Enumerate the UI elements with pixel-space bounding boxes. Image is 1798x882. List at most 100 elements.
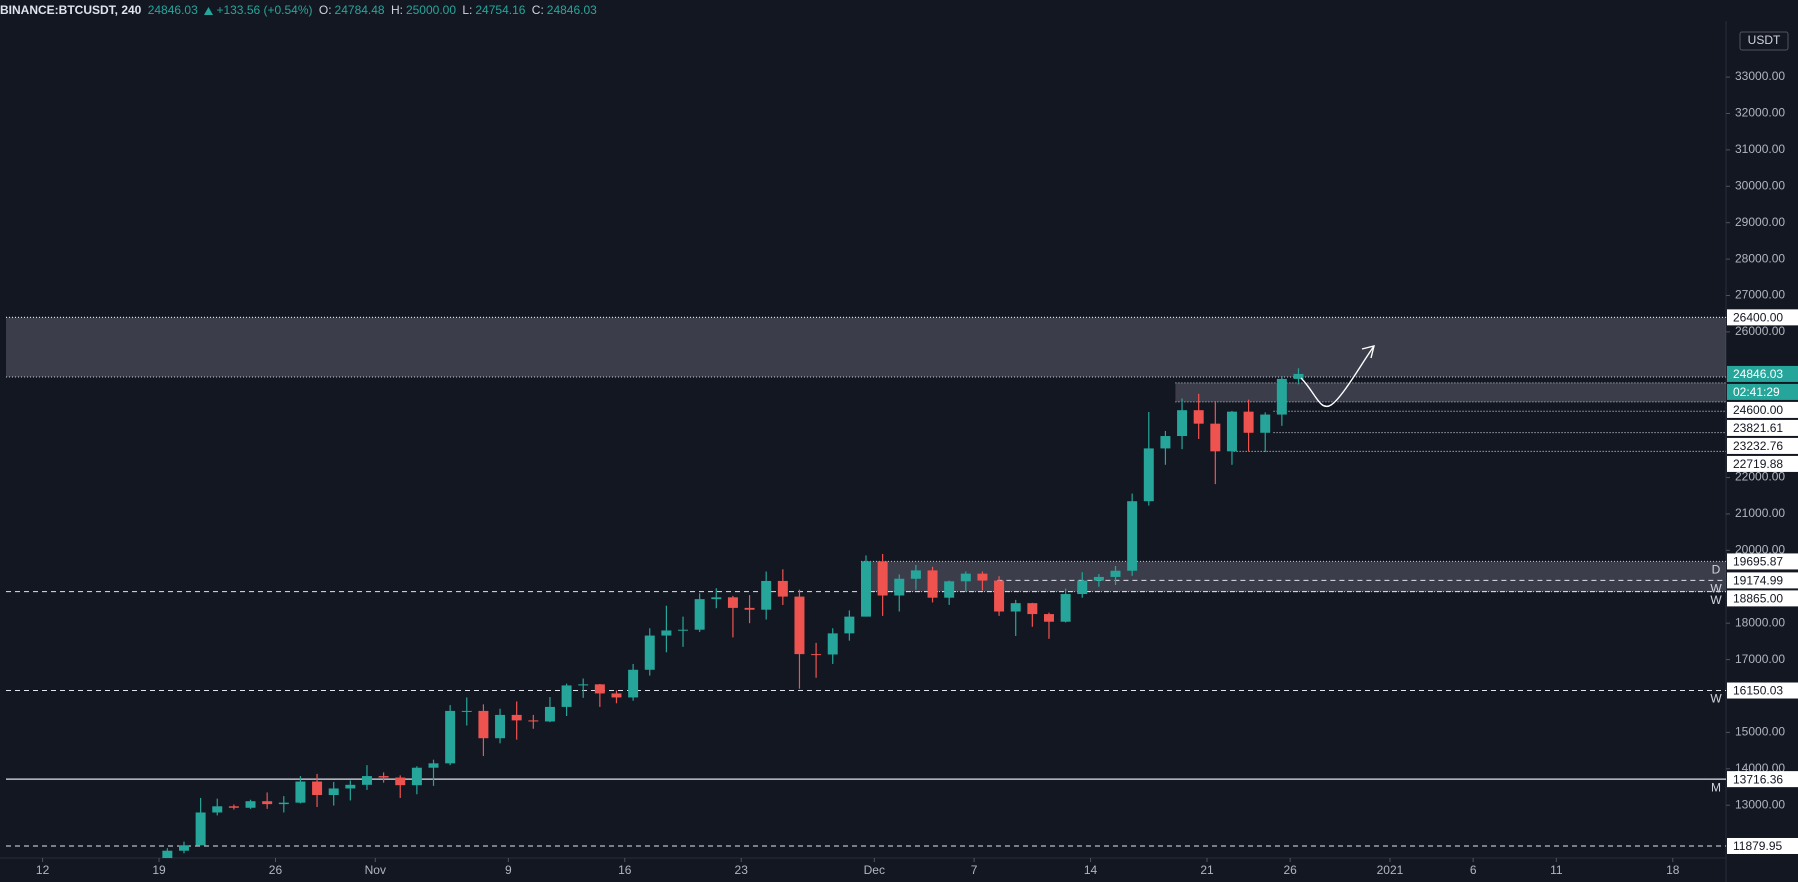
price-label-bg [1727, 365, 1798, 382]
candle-body [927, 570, 938, 598]
candle-body [212, 806, 223, 813]
candle-body [1143, 448, 1154, 502]
x-tick-label: Nov [365, 863, 386, 877]
candle-body [661, 630, 672, 636]
up-icon [204, 6, 214, 15]
level-tag: W [1710, 593, 1722, 607]
candle-body [994, 580, 1005, 612]
price-label: 18865.00 [1733, 592, 1783, 606]
currency[interactable]: USDT [1748, 33, 1781, 47]
candle-body [678, 629, 689, 631]
price-label-bg [1727, 437, 1798, 454]
candle-body [910, 570, 921, 579]
candle-body [544, 706, 555, 722]
x-tick-label: 23 [735, 863, 749, 877]
price-label-bg [1727, 419, 1798, 436]
currency-box[interactable] [1739, 31, 1789, 51]
candle-body [811, 654, 822, 656]
candle-body [1027, 603, 1038, 615]
price-label: 22719.88 [1733, 457, 1783, 471]
price-label: 23821.61 [1733, 421, 1783, 435]
candle-body [178, 845, 189, 851]
y-tick-label: 17000.00 [1735, 652, 1785, 666]
candle-body [1110, 570, 1121, 577]
price-label: 19174.99 [1733, 574, 1783, 588]
arrow-head [1361, 345, 1375, 359]
y-tick-label: 29000.00 [1735, 215, 1785, 229]
candle-body [1293, 373, 1304, 379]
candle-body [877, 561, 888, 596]
candle-body [411, 767, 422, 786]
y-tick-label: 15000.00 [1735, 725, 1785, 739]
level-tag: D [1712, 563, 1721, 577]
candle-body [1243, 411, 1254, 433]
candle-body [312, 781, 323, 796]
candle-body [328, 788, 339, 796]
price-label: 19695.87 [1733, 555, 1783, 569]
candle-body [1260, 414, 1271, 433]
price-label-bg [1727, 455, 1798, 472]
legend-header: BINANCE:BTCUSDT, 240 24846.03 +133.56 (+… [0, 0, 600, 21]
candle-body [861, 561, 871, 617]
symbol: BINANCE:BTCUSDT, 240 [0, 3, 142, 17]
candle-body [827, 633, 838, 655]
candle-body [361, 776, 372, 785]
candle-body [744, 607, 755, 610]
candle-body [378, 776, 389, 778]
x-tick-label: 21 [1200, 863, 1214, 877]
x-tick-label: Dec [864, 863, 885, 877]
y-tick-label: 32000.00 [1735, 106, 1785, 120]
price-label-bg [1727, 771, 1798, 788]
zone [1175, 382, 1726, 402]
candle-body [1010, 603, 1021, 612]
candle-body [495, 714, 506, 739]
countdown: 02:41:29 [1733, 385, 1780, 399]
x-tick-label: 2021 [1377, 863, 1404, 877]
candle-body [960, 573, 971, 582]
candle-body [461, 710, 472, 712]
open-label: O: [318, 3, 332, 17]
open: 24784.48 [334, 3, 385, 17]
y-tick-label: 33000.00 [1735, 69, 1785, 83]
candle-body [1127, 501, 1138, 571]
y-tick-label: 28000.00 [1735, 251, 1785, 265]
candle-body [777, 580, 788, 597]
price-label: 16150.03 [1733, 684, 1783, 698]
price-label-bg [1727, 837, 1798, 854]
price-label-bg [1727, 401, 1798, 418]
candle-body [977, 573, 988, 581]
candle-body [195, 812, 206, 846]
y-tick-label: 27000.00 [1735, 288, 1785, 302]
y-tick-label: 26000.00 [1735, 324, 1785, 338]
candle-body [1193, 410, 1204, 424]
candle-body [944, 581, 955, 598]
candle-body [445, 710, 456, 764]
candle-body [1060, 594, 1071, 622]
y-tick-label: 13000.00 [1735, 797, 1785, 811]
high-label: H: [390, 3, 403, 17]
price-label: 13716.36 [1733, 772, 1783, 786]
candle-body [694, 599, 705, 630]
candle-body [262, 801, 273, 805]
x-tick-label: 6 [1470, 863, 1477, 877]
candle-body [395, 777, 406, 786]
candle-body [561, 685, 572, 707]
y-tick-label: 22000.00 [1735, 470, 1785, 484]
candle-body [711, 597, 722, 600]
level-tag: M [1711, 780, 1721, 794]
candle-body [1226, 411, 1237, 452]
zone [6, 317, 1726, 378]
level-tag: W [1710, 582, 1722, 596]
x-tick-label: 7 [971, 863, 978, 877]
price-label: 11879.95 [1733, 839, 1782, 853]
price-label: 26400.00 [1733, 311, 1783, 325]
candle-body [162, 850, 173, 858]
candle-body [528, 720, 539, 722]
candle-body [478, 710, 489, 739]
candle-body [428, 763, 439, 768]
x-tick-label: 16 [618, 863, 632, 877]
candle-body [611, 693, 622, 698]
